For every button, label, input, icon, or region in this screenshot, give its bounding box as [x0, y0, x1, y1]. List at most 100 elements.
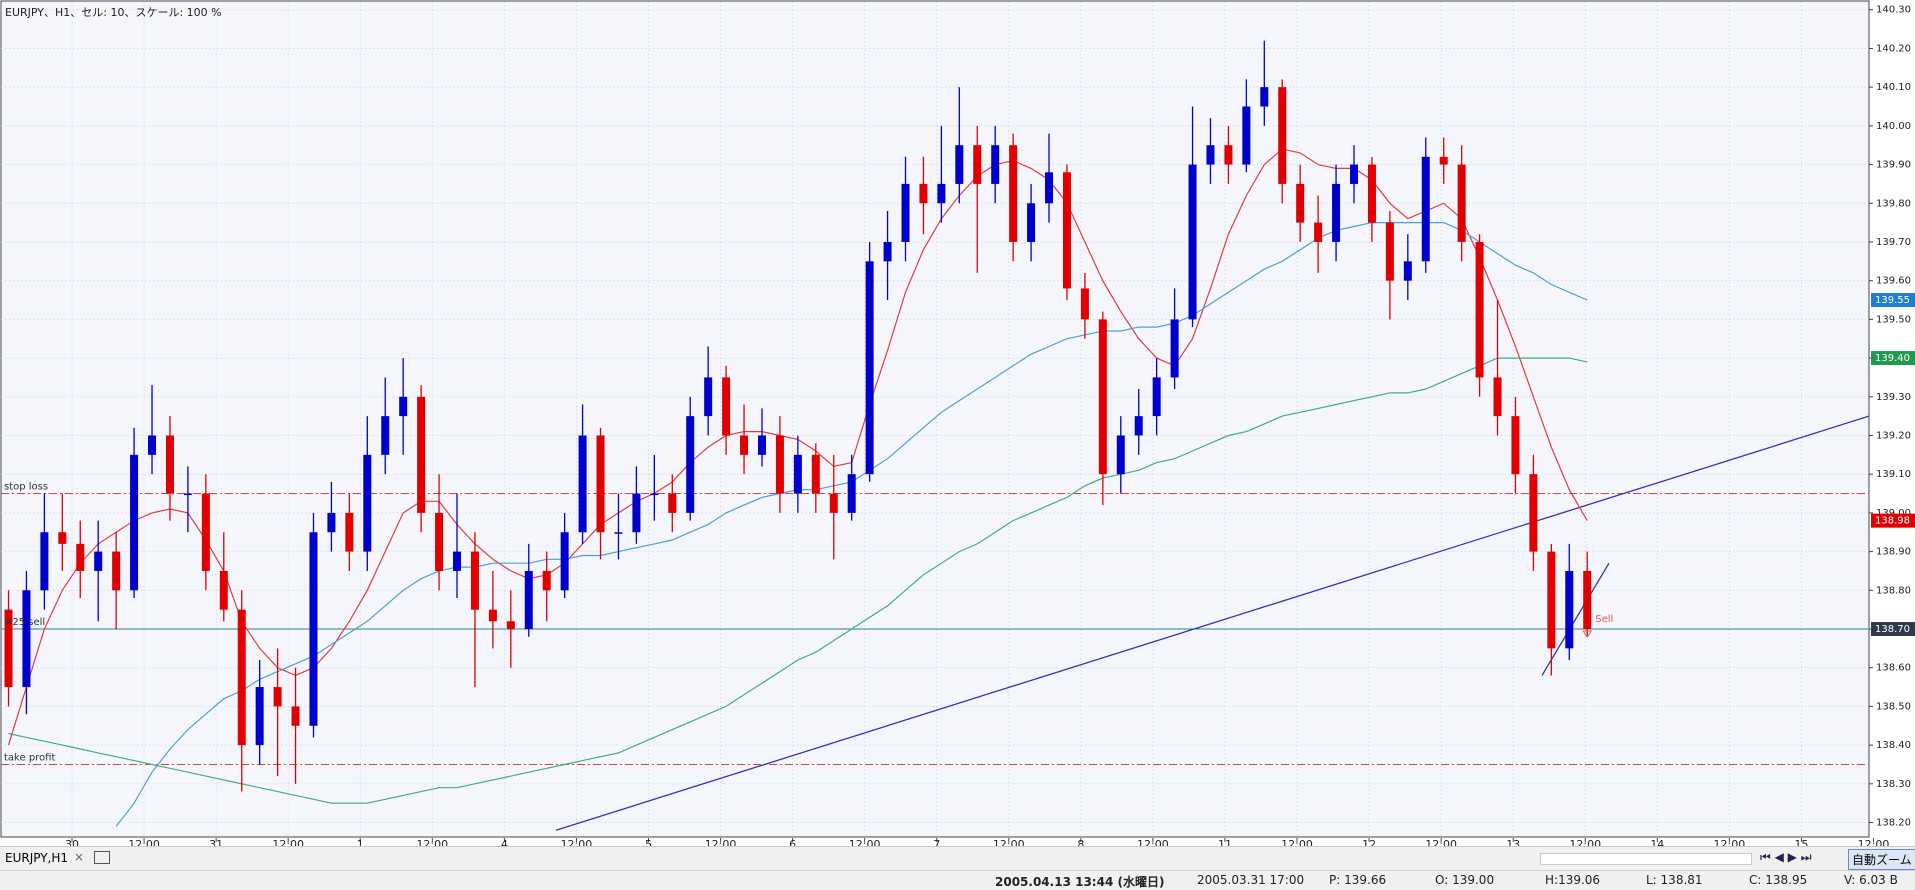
candle-body [1583, 570, 1592, 629]
candle-body [1457, 164, 1466, 242]
candle-body [955, 145, 964, 184]
candle-body [1170, 319, 1179, 378]
candle-body [148, 435, 157, 455]
candle-body [632, 493, 641, 533]
candle-body [883, 241, 892, 262]
candle-body [847, 474, 856, 513]
x-tick-label: 30 [65, 838, 79, 846]
candle-body [668, 493, 677, 513]
candle-body [381, 416, 390, 455]
candle-body [470, 551, 479, 610]
candle-body [704, 377, 713, 417]
candle-body [363, 454, 372, 552]
status-datetime: 2005.04.13 13:44 (水曜日) [995, 875, 1165, 889]
candle-body [327, 512, 336, 533]
x-tick-label: 15 [1794, 838, 1808, 846]
candle-body [1421, 156, 1430, 262]
candle-body [309, 532, 318, 726]
candle-body [1098, 319, 1107, 475]
trendline [1541, 562, 1610, 676]
candle-body [399, 396, 408, 417]
auto-zoom-button[interactable]: 自動ズーム [1848, 849, 1915, 870]
candle-body [793, 454, 802, 494]
candle-body [901, 183, 910, 242]
y-tick-label: 140.20 [1876, 43, 1911, 54]
candle-body [506, 621, 515, 629]
y-tick-label: 140.00 [1876, 121, 1911, 132]
y-tick-label: 138.50 [1876, 701, 1911, 712]
status-price: P: 139.66 [1329, 873, 1387, 887]
candle-body [112, 551, 121, 591]
window-icon[interactable] [94, 851, 110, 864]
x-tick-label: 12:00 [1137, 838, 1169, 846]
x-tick-label: 12:00 [1858, 838, 1890, 846]
candle-body [1350, 164, 1358, 184]
y-tick-label: 138.30 [1876, 779, 1911, 790]
y-tick-label: 138.60 [1876, 663, 1911, 674]
candle-body [1403, 261, 1412, 281]
x-tick-label: 5 [645, 838, 652, 846]
candle-body [811, 454, 820, 494]
candle-body [435, 512, 444, 571]
candle-body [237, 609, 246, 746]
candle-body [1565, 570, 1574, 649]
candle-body [219, 570, 228, 610]
x-tick-label: 7 [933, 838, 940, 846]
price-tag [1871, 622, 1915, 636]
tab-label[interactable]: EURJPY,H1 [5, 851, 69, 865]
x-tick-label: 12 [1362, 838, 1376, 846]
level-label: stop loss [4, 482, 48, 493]
candle-body [542, 570, 551, 591]
x-tick-label: 12:00 [849, 838, 881, 846]
candle-body [829, 493, 838, 513]
nav-buttons[interactable]: ⏮ ◀ ▶ ⏭ [1760, 850, 1812, 864]
x-tick-label: 12:00 [416, 838, 448, 846]
moving-average [8, 357, 1588, 804]
tab-bar: EURJPY,H1 × ⏮ ◀ ▶ ⏭ 自動ズーム [0, 846, 1915, 871]
y-tick-label: 139.80 [1876, 198, 1911, 209]
candle-body [740, 435, 749, 455]
status-cursor-time: 2005.03.31 17:00 [1197, 873, 1305, 887]
chart: 140.30 140.20 140.10 140.00 139.90 139.80 139.… [0, 0, 1915, 846]
x-tick-label: 13 [1506, 838, 1520, 846]
sell-arrow [1582, 630, 1593, 638]
status-open: O: 139.00 [1435, 873, 1495, 887]
y-tick-label: 139.50 [1876, 314, 1911, 325]
x-tick-label: 12:00 [1714, 838, 1746, 846]
x-tick-label: 11 [1218, 838, 1232, 846]
tab-close[interactable]: × [74, 850, 85, 864]
candle-body [524, 570, 533, 629]
candle-body [1206, 145, 1215, 165]
candle-body [937, 183, 946, 204]
candle-body [1134, 416, 1143, 436]
y-tick-label: 138.40 [1876, 740, 1911, 751]
x-tick-label: 12:00 [128, 838, 160, 846]
level-label: take profit [4, 752, 55, 763]
x-tick-label: 12:00 [993, 838, 1025, 846]
candle-body [1188, 164, 1197, 320]
candle-body [201, 493, 210, 571]
candle-body [4, 609, 13, 688]
candle-body [1027, 203, 1036, 242]
y-tick-label: 138.20 [1876, 818, 1911, 829]
x-tick-label: 31 [209, 838, 223, 846]
candle-body [255, 687, 264, 746]
y-tick-label: 139.90 [1876, 160, 1911, 171]
candle-body [488, 609, 497, 622]
x-tick-label: 8 [1077, 838, 1084, 846]
y-tick-label: 138.80 [1876, 585, 1911, 596]
candle-body [1260, 87, 1269, 107]
price-tag [1871, 513, 1915, 528]
candle-body [1296, 183, 1305, 223]
scrollbar[interactable] [1540, 853, 1752, 865]
x-tick-label: 4 [501, 838, 508, 846]
y-tick-label: 139.30 [1876, 392, 1911, 403]
price-tag-label: 139.55 [1875, 295, 1910, 306]
level-label: #25 sell [4, 617, 45, 628]
candle-body [345, 512, 354, 552]
candle-body [560, 532, 569, 591]
candle-body [1475, 241, 1484, 378]
candle-body [1529, 474, 1538, 552]
y-tick-label: 139.60 [1876, 276, 1911, 287]
chart-title: EURJPY、H1、セル: 10、スケール: 100 % [5, 6, 222, 19]
